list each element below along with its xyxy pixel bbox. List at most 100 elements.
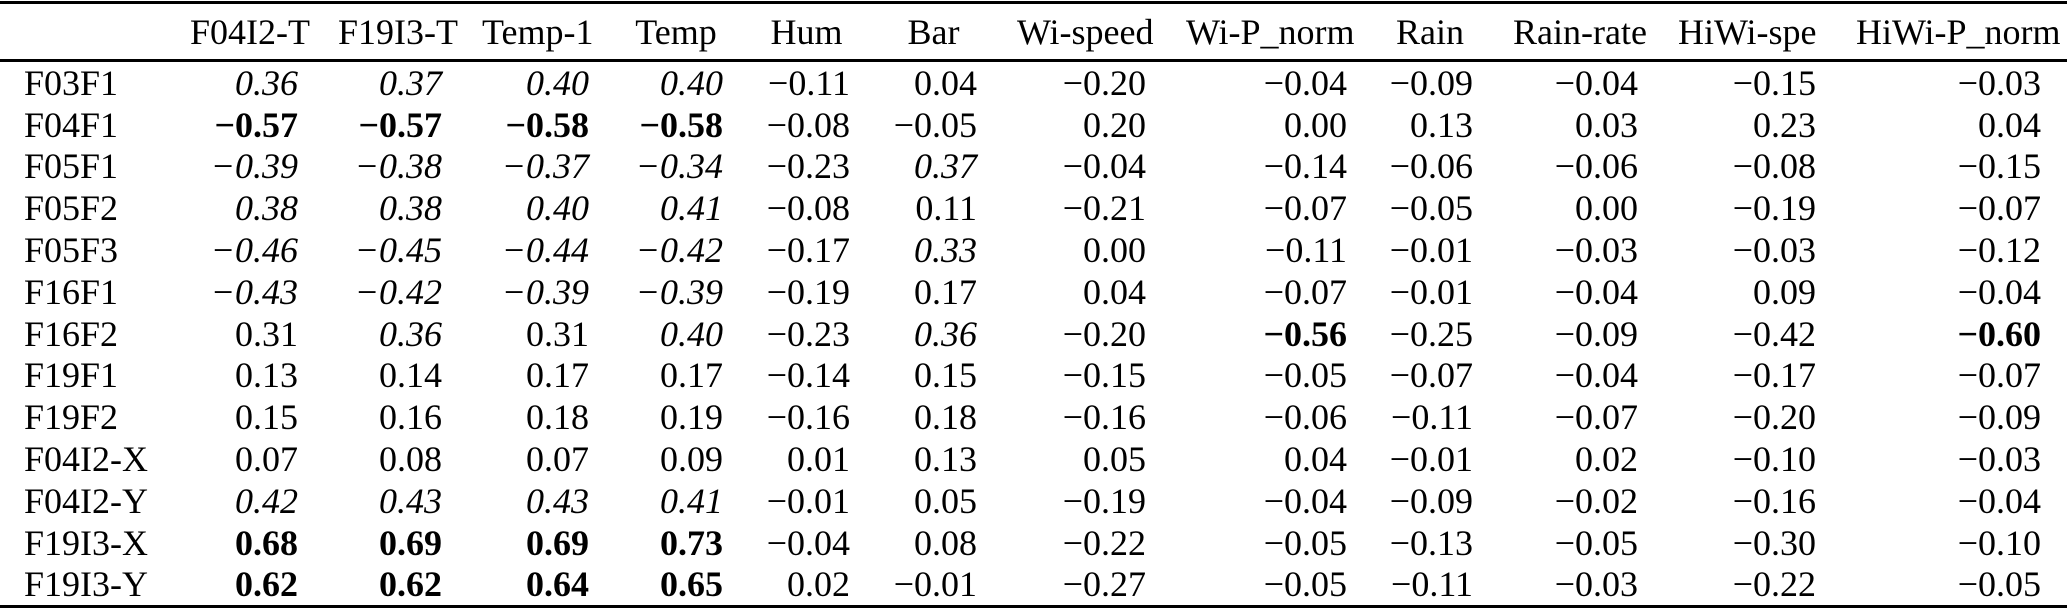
table-cell: 0.17 [914,271,977,312]
table-cell: 0.05 [1083,439,1146,480]
table-row: F04F1 −0.57 −0.57 −0.58 −0.58 −0.08 −0.05 0.20 0… [0,104,2067,146]
table-cell: −0.58 [505,104,589,145]
table-cell: −0.01 [1389,439,1473,480]
table-top-rule [0,1,2067,4]
table-cell: −0.01 [1389,271,1473,312]
table-cell: 0.62 [298,563,442,609]
table-cell: 0.36 [235,62,298,103]
table-cell: −0.39 [501,271,589,312]
table-cell: 0.00 [1575,188,1638,229]
row-label: F04I2-Y [24,480,148,521]
table-row: F16F2 0.31 0.36 0.31 0.40 −0.23 0.36 −0.20 −0.56… [0,313,2067,355]
table-cell: −0.04 [1263,62,1347,103]
table-cell: 0.38 [235,188,298,229]
table-cell: 0.36 [914,313,977,354]
table-cell: 0.08 [914,522,977,563]
column-header: F19I3-T [298,4,458,62]
table-cell: 0.17 [660,355,723,396]
row-label: F03F1 [24,62,119,103]
column-header: HiWi-spe [1638,4,1817,62]
table-cell: −0.16 [1732,480,1816,521]
row-label: F19I3-X [24,522,148,563]
table-cell: 0.07 [526,439,589,480]
table-cell: −0.60 [1957,313,2041,354]
row-label: F19F1 [24,355,119,396]
table-cell: −0.04 [1554,62,1638,103]
row-label: F16F2 [24,313,119,354]
table-row: F19I3-X 0.68 0.69 0.69 0.73 −0.04 0.08 −0.22 −0.… [0,522,2067,564]
table-cell: −0.03 [1554,230,1638,271]
table-cell: 0.69 [526,522,589,563]
table-cell: 0.02 [723,563,850,609]
table-cell: 0.23 [1753,104,1816,145]
table-cell: −0.45 [354,230,442,271]
table-cell: −0.04 [1957,271,2041,312]
table-cell: −0.04 [1554,271,1638,312]
table-cell: 0.01 [787,439,850,480]
table-cell: −0.57 [214,104,298,145]
table-cell: −0.07 [1957,188,2041,229]
table-cell: 0.07 [235,439,298,480]
table-cell: −0.42 [1732,313,1816,354]
header-row: F04I2-T F19I3-T Temp-1 Temp Hum Bar Wi-speed Wi… [0,4,2067,62]
table-cell: −0.42 [354,271,442,312]
table-row: F16F1 −0.43 −0.42 −0.39 −0.39 −0.19 0.17 0.04 −0… [0,271,2067,313]
table-cell: −0.01 [1389,230,1473,271]
table-cell: −0.07 [1263,271,1347,312]
table-cell: 0.09 [1753,271,1816,312]
table-cell: −0.15 [1062,355,1146,396]
table-cell: 0.43 [379,480,442,521]
table-cell: −0.03 [1957,62,2041,103]
table-cell: −0.19 [766,271,850,312]
table-cell: 0.13 [1410,104,1473,145]
table-row: F03F1 0.36 0.37 0.40 0.40 −0.11 0.04 −0.20 −0.04… [0,61,2067,104]
table-cell: −0.11 [1391,397,1473,438]
table-cell: 0.14 [379,355,442,396]
table-cell: −0.11 [1347,563,1473,609]
table-cell: −0.12 [1957,230,2041,271]
table-cell: 0.00 [1284,104,1347,145]
table-cell: −0.22 [1062,522,1146,563]
table-row: F19F1 0.13 0.14 0.17 0.17 −0.14 0.15 −0.15 −0.05… [0,355,2067,397]
table-cell: −0.04 [1062,146,1146,187]
row-label: F04F1 [24,104,119,145]
table-cell: 0.37 [379,62,442,103]
row-label: F05F1 [24,146,119,187]
table-cell: −0.06 [1554,146,1638,187]
table-cell: −0.44 [501,230,589,271]
table-cell: −0.08 [766,104,850,145]
table-cell: −0.20 [1062,62,1146,103]
table-cell: −0.03 [1732,230,1816,271]
table-cell: 0.31 [235,313,298,354]
table-cell: −0.05 [893,104,977,145]
table-cell: 0.09 [660,439,723,480]
table-cell: −0.19 [1062,480,1146,521]
row-label: F19F2 [24,397,119,438]
table-cell: 0.33 [914,230,977,271]
table-cell: −0.05 [1389,188,1473,229]
table-cell: −0.42 [635,230,723,271]
table-cell: −0.38 [354,146,442,187]
table-cell: 0.08 [379,439,442,480]
table-cell: −0.43 [210,271,298,312]
table-cell: 0.05 [914,480,977,521]
table-cell: 0.43 [526,480,589,521]
table-cell: −0.05 [1263,355,1347,396]
table-cell: −0.03 [1957,439,2041,480]
table-cell: −0.23 [766,146,850,187]
table-cell: 0.16 [379,397,442,438]
table-cell: −0.15 [1957,146,2041,187]
table-cell: −0.20 [1062,313,1146,354]
table-cell: 0.20 [1083,104,1146,145]
table-cell: 0.62 [150,563,298,609]
column-header: Hum [723,4,850,62]
table-cell: −0.39 [635,271,723,312]
table-cell: 0.18 [914,397,977,438]
table-cell: 0.15 [914,355,977,396]
table-cell: 0.41 [660,188,723,229]
row-label: F19I3-Y [0,563,150,609]
table-cell: −0.09 [1957,397,2041,438]
table-cell: 0.69 [379,522,442,563]
table-cell: −0.10 [1732,439,1816,480]
table-cell: 0.42 [235,480,298,521]
